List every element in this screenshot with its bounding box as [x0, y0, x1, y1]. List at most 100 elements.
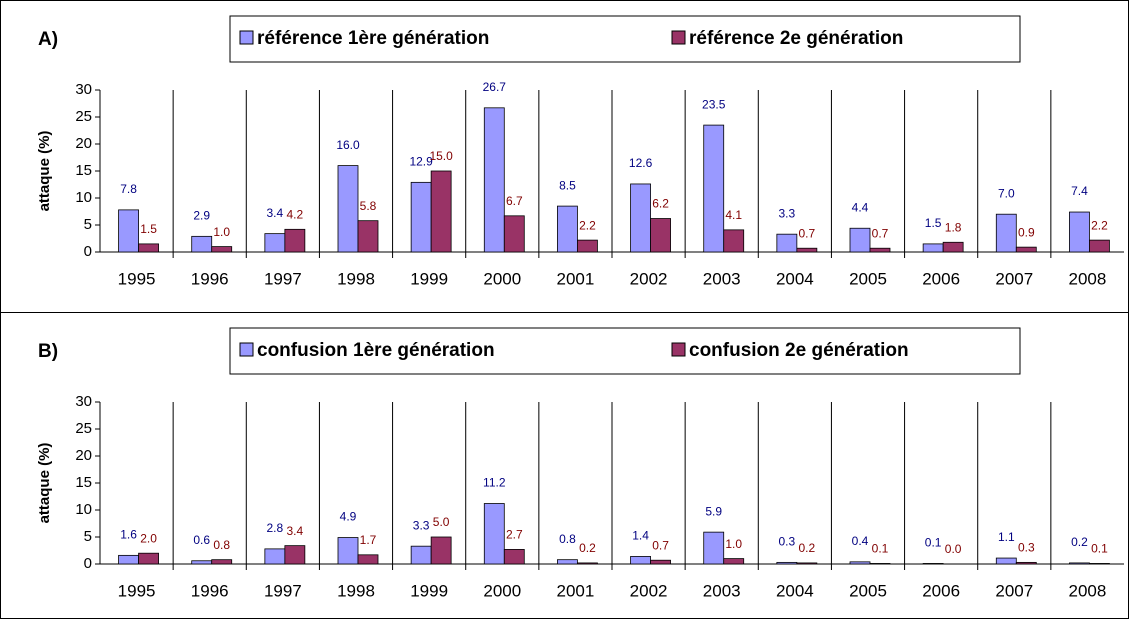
value-label: 5.0: [433, 515, 450, 529]
legend-swatch: [671, 30, 686, 45]
bar: [1069, 211, 1090, 253]
y-tick-label: 10: [75, 189, 92, 206]
x-tick-label: 1998: [337, 269, 375, 288]
value-label: 0.2: [1071, 535, 1088, 549]
x-tick-label: 2002: [630, 269, 668, 288]
x-tick-label: 1998: [337, 581, 375, 600]
bar: [284, 228, 306, 253]
bar: [191, 560, 213, 565]
value-label: 1.4: [632, 529, 649, 543]
x-tick-label: 2006: [922, 269, 960, 288]
bar: [138, 243, 159, 253]
bar: [264, 233, 286, 253]
bar: [211, 559, 233, 565]
y-tick-label: 25: [75, 420, 92, 437]
legend-box: [229, 327, 1021, 375]
x-tick-label: 1996: [191, 269, 229, 288]
x-tick-label: 2004: [776, 269, 814, 288]
value-label: 3.4: [267, 206, 284, 220]
bar: [723, 558, 745, 565]
x-tick-label: 2007: [995, 581, 1033, 600]
value-label: 8.5: [559, 178, 576, 192]
value-label: 23.5: [702, 97, 726, 111]
bar: [557, 205, 578, 253]
value-label: 1.6: [120, 528, 137, 542]
bar: [410, 545, 432, 565]
bar: [337, 537, 359, 565]
value-label: 15.0: [429, 149, 453, 163]
x-tick-label: 2003: [703, 581, 741, 600]
y-axis-label: attaque (%): [36, 443, 53, 524]
legend-swatch: [239, 30, 254, 45]
bar: [703, 124, 725, 253]
value-label: 0.1: [1091, 542, 1108, 556]
bar: [650, 218, 671, 253]
value-label: 1.8: [945, 220, 962, 234]
value-label: 2.0: [140, 531, 157, 545]
value-label: 1.7: [360, 533, 377, 547]
value-label: 0.6: [193, 533, 210, 547]
value-label: 12.6: [629, 156, 653, 170]
x-tick-label: 2005: [849, 581, 887, 600]
x-tick-label: 1995: [118, 581, 156, 600]
bar: [410, 181, 432, 253]
bar: [483, 503, 505, 565]
y-tick-label: 0: [84, 555, 92, 572]
value-label: 5.8: [360, 199, 377, 213]
x-tick-label: 2005: [849, 269, 887, 288]
y-tick-label: 10: [75, 501, 92, 518]
x-tick-label: 1997: [264, 269, 302, 288]
x-tick-label: 1995: [118, 269, 156, 288]
bar: [650, 559, 671, 565]
value-label: 4.2: [287, 207, 304, 221]
value-label: 3.4: [287, 524, 304, 538]
value-label: 7.0: [998, 186, 1015, 200]
y-tick-label: 15: [75, 474, 92, 491]
value-label: 16.0: [336, 138, 360, 152]
legend-label: confusion 2e génération: [689, 340, 909, 361]
bar: [1015, 561, 1037, 565]
value-label: 0.1: [872, 542, 889, 556]
x-tick-label: 2000: [483, 269, 521, 288]
bar: [211, 246, 233, 253]
bar: [483, 107, 505, 253]
panel-label: B): [38, 341, 58, 362]
bar: [630, 556, 651, 565]
bar: [942, 241, 964, 253]
value-label: 5.9: [705, 504, 722, 518]
value-label: 7.4: [1071, 184, 1088, 198]
bar: [796, 247, 818, 253]
x-tick-label: 1997: [264, 581, 302, 600]
x-tick-label: 2007: [995, 269, 1033, 288]
value-label: 1.0: [213, 225, 230, 239]
x-tick-label: 2008: [1069, 581, 1107, 600]
value-label: 1.5: [925, 216, 942, 230]
value-label: 1.1: [998, 530, 1015, 544]
x-tick-label: 2000: [483, 581, 521, 600]
x-tick-label: 1996: [191, 581, 229, 600]
legend-box: [229, 15, 1021, 63]
bar: [430, 536, 452, 565]
bar: [630, 183, 651, 253]
value-label: 7.8: [120, 182, 137, 196]
value-label: 4.9: [340, 510, 357, 524]
bar: [922, 563, 944, 565]
bar: [503, 215, 525, 253]
value-label: 0.7: [799, 226, 816, 240]
y-tick-label: 5: [84, 528, 92, 545]
bar: [922, 243, 944, 253]
bar: [577, 562, 598, 565]
x-tick-label: 1999: [410, 581, 448, 600]
x-tick-label: 2008: [1069, 269, 1107, 288]
x-tick-label: 2004: [776, 581, 814, 600]
bar: [357, 554, 379, 565]
bar: [1015, 246, 1037, 253]
value-label: 6.7: [506, 194, 523, 208]
value-label: 0.7: [652, 538, 669, 552]
value-label: 2.8: [267, 521, 284, 535]
value-label: 2.9: [193, 209, 210, 223]
bar: [869, 247, 891, 253]
y-tick-label: 0: [84, 243, 92, 260]
